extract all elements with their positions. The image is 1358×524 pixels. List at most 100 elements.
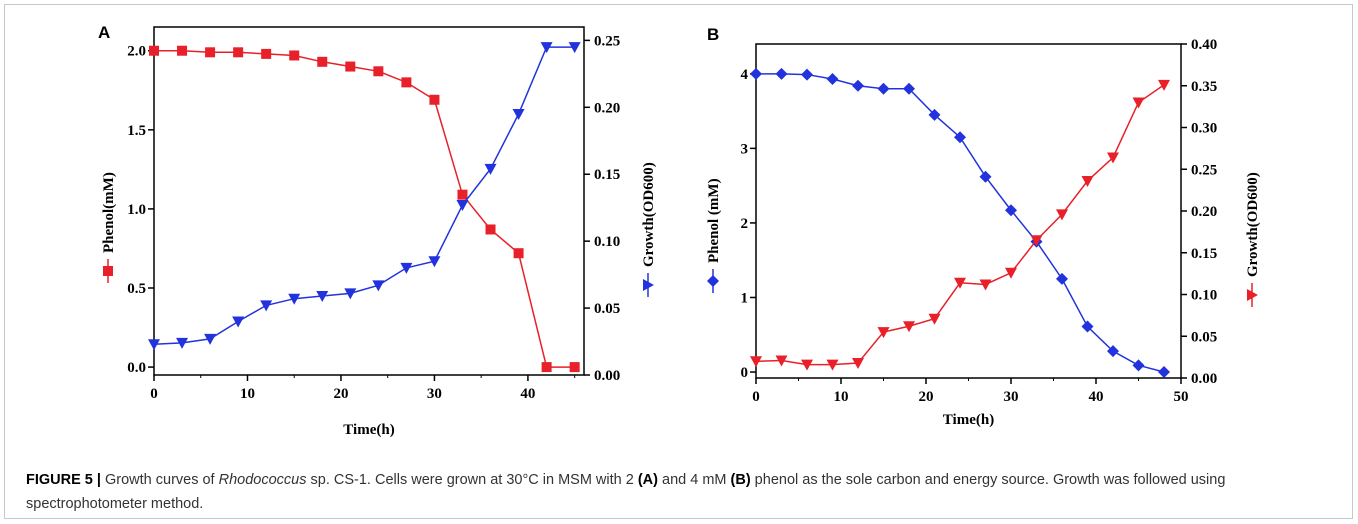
data-point-phenol [233, 47, 244, 58]
y-right-tick-label: 0.00 [1191, 371, 1217, 387]
data-point-growth [903, 321, 915, 333]
data-point-phenol [826, 73, 839, 86]
panel-letter: A [98, 23, 110, 42]
data-point-growth [176, 337, 189, 349]
data-point-growth [232, 316, 245, 328]
x-tick-label: 40 [520, 386, 535, 402]
data-point-phenol [373, 66, 384, 77]
data-point-phenol [775, 67, 788, 80]
data-point-phenol [541, 362, 552, 373]
y-right-axis-title-group: Growth(OD600) [641, 162, 657, 297]
caption-label: FIGURE 5 | [26, 472, 101, 488]
chart-panel-a: A 0 10 20 30 40 0.0 0.5 1.0 1.5 2.0 0.00 0.05 0.10 0.1… [98, 23, 657, 438]
x-axis-title: Time(h) [943, 412, 994, 428]
data-point-growth [1056, 209, 1068, 221]
y-left-tick-label: 0 [741, 365, 749, 381]
data-point-growth [954, 277, 966, 289]
caption-panel-a-ref: (A) [637, 472, 658, 488]
data-point-growth [1005, 267, 1017, 279]
data-point-growth [204, 333, 217, 345]
series-line-phenol [756, 73, 1165, 373]
data-point-growth [852, 357, 864, 369]
y-right-tick-label: 0.35 [1191, 79, 1217, 95]
data-point-phenol [1005, 204, 1017, 217]
data-point-phenol [877, 82, 890, 95]
data-point-phenol [852, 79, 864, 92]
y-right-axis-title-group: Growth(OD600) [1245, 172, 1261, 307]
y-right-axis-title: Growth(OD600) [641, 162, 657, 267]
data-point-growth [750, 356, 762, 368]
x-tick-label: 0 [752, 389, 760, 405]
data-point-phenol [1158, 366, 1170, 379]
data-point-growth [1158, 79, 1170, 91]
y-right-tick-label: 0.15 [594, 167, 620, 183]
data-point-phenol [1107, 345, 1119, 358]
data-point-growth [1030, 235, 1043, 247]
y-left-tick-label: 1.0 [127, 202, 146, 218]
x-tick-label: 10 [240, 386, 255, 402]
caption-organism: Rhodococcus [218, 472, 307, 488]
y-left-tick-label: 1 [741, 290, 749, 306]
data-point-growth [260, 300, 273, 312]
data-point-growth [316, 291, 329, 303]
caption-text-4: phenol as the sole carbon and energy sou… [26, 472, 1226, 512]
y-left-tick-label: 2 [741, 216, 749, 232]
x-tick-label: 10 [834, 389, 849, 405]
data-point-phenol [954, 131, 966, 144]
y-left-axis-title-group: Phenol (mM) [706, 178, 722, 293]
y-left-tick-label: 4 [741, 67, 749, 83]
y-right-tick-label: 0.25 [1191, 162, 1217, 178]
data-point-growth [484, 163, 497, 175]
y-right-axis-title: Growth(OD600) [1245, 172, 1261, 277]
y-right-tick-label: 0.05 [594, 301, 620, 317]
data-point-phenol [317, 56, 328, 67]
data-point-phenol [149, 45, 159, 56]
data-point-growth [148, 339, 160, 351]
y-right-tick-label: 0.05 [1191, 329, 1217, 345]
y-right-tick-label: 0.30 [1191, 121, 1217, 137]
y-right-tick-label: 0.10 [1191, 288, 1217, 304]
data-point-phenol [177, 45, 188, 56]
series-line-growth [153, 46, 575, 345]
data-point-growth [877, 327, 890, 339]
x-tick-label: 30 [427, 386, 442, 402]
y-left-tick-label: 2.0 [127, 44, 146, 60]
x-tick-label: 20 [333, 386, 348, 402]
data-point-phenol [485, 224, 496, 235]
data-point-growth [1081, 175, 1094, 187]
y-left-tick-label: 0.0 [127, 360, 146, 376]
y-left-tick-label: 0.5 [127, 281, 146, 297]
data-point-phenol [801, 68, 813, 81]
data-point-phenol [261, 48, 272, 59]
caption-panel-b-ref: (B) [730, 472, 751, 488]
data-point-phenol [345, 61, 356, 72]
y-right-tick-label: 0.15 [1191, 246, 1217, 262]
caption-text-3: and 4 mM [657, 472, 731, 488]
data-point-growth [344, 288, 357, 300]
data-point-phenol [457, 189, 468, 200]
figure-charts: A0 10 20 30 400.00.51.01.52.00.000.050.100.1… [98, 23, 1261, 438]
legend-marker-growth [643, 279, 654, 291]
data-point-phenol [289, 50, 300, 61]
data-point-growth [1107, 152, 1119, 164]
data-point-growth [775, 355, 788, 367]
data-point-growth [372, 280, 385, 292]
x-axis-title: Time(h) [343, 422, 394, 438]
y-right-tick-label: 0.25 [594, 33, 620, 49]
y-right-tick-label: 0.10 [594, 234, 620, 250]
x-tick-label: 50 [1174, 389, 1189, 405]
data-point-phenol [1056, 272, 1068, 285]
y-left-tick-label: 3 [741, 141, 749, 157]
y-left-axis-title-group: Phenol(mM) [101, 172, 117, 283]
figure-caption: FIGURE 5 | Growth curves of Rhodococcus … [26, 468, 1336, 516]
plot-frame [153, 26, 585, 376]
data-point-growth [826, 359, 839, 371]
caption-text-2: sp. CS-1. Cells were grown at 30°C in MS… [306, 472, 638, 488]
y-left-tick-label: 1.5 [127, 123, 146, 139]
data-point-phenol [928, 108, 941, 121]
x-tick-label: 40 [1089, 389, 1104, 405]
data-point-phenol [903, 82, 915, 95]
data-point-phenol [205, 47, 216, 58]
data-point-growth [568, 42, 581, 54]
data-point-phenol [1132, 359, 1145, 372]
